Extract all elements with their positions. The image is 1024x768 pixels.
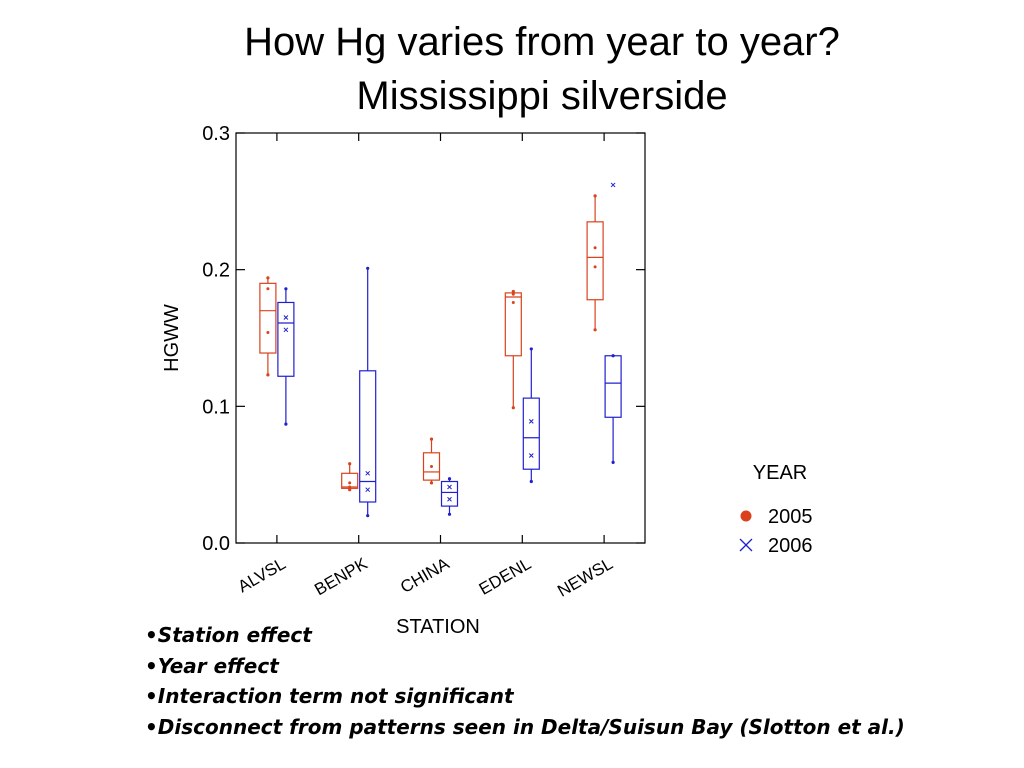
whisker-cap <box>348 462 352 466</box>
data-point <box>593 265 597 269</box>
legend-marker-dot <box>740 510 752 522</box>
box-2005 <box>422 437 441 485</box>
whisker-cap <box>266 276 270 280</box>
data-point <box>430 464 433 468</box>
slide-title-line1: How Hg varies from year to year? <box>244 20 840 64</box>
bullet-item: •Interaction term not significant <box>145 684 514 708</box>
box-iqr <box>277 301 295 377</box>
legend-title: YEAR <box>753 462 807 484</box>
data-point <box>528 419 534 424</box>
data-point <box>511 300 515 304</box>
whisker-cap <box>266 373 270 377</box>
data-point <box>266 331 270 335</box>
whisker-cap <box>284 422 288 426</box>
box-iqr <box>604 355 622 418</box>
whisker-cap <box>593 194 597 198</box>
bullet-item: •Year effect <box>145 653 279 678</box>
whisker-cap <box>511 289 515 294</box>
legend-label: 2005 <box>768 506 813 528</box>
box-iqr <box>586 221 604 301</box>
whisker-cap <box>611 460 615 464</box>
data-point <box>511 292 515 296</box>
box-iqr <box>359 370 377 503</box>
y-tick-label: 0.3 <box>202 123 230 145</box>
slide-title-line2: Mississippi silverside <box>356 74 728 118</box>
box-2006 <box>604 182 622 464</box>
box-2005 <box>504 289 522 410</box>
data-point <box>348 481 352 485</box>
box-series <box>259 182 622 518</box>
y-tick-label: 0.1 <box>202 396 230 418</box>
whisker-cap <box>284 287 288 291</box>
data-point <box>447 484 452 490</box>
data-point <box>348 485 352 489</box>
x-axis-label: STATION <box>396 616 480 638</box>
whisker-cap <box>447 477 452 481</box>
y-tick-label: 0.2 <box>202 260 230 282</box>
whisker-cap <box>366 266 370 270</box>
x-tick-label: EDENL <box>476 554 535 599</box>
box-iqr <box>422 452 441 481</box>
plot-frame <box>235 132 646 544</box>
box-iqr <box>522 397 540 470</box>
whisker-cap <box>447 512 452 516</box>
data-point <box>365 470 371 476</box>
box-2005 <box>341 462 359 492</box>
x-tick-label: BENPK <box>311 554 371 600</box>
x-tick-label: NEWSL <box>554 554 616 601</box>
data-point <box>266 287 270 291</box>
legend: YEAR 2005 2006 <box>739 462 813 557</box>
bullet-item: •Station effect <box>145 623 312 647</box>
x-tick-label: ALVSL <box>235 554 289 596</box>
box-2006 <box>359 266 377 518</box>
whisker-cap <box>429 437 434 441</box>
box-iqr <box>440 480 459 507</box>
y-axis-ticks: 0.0 0.1 0.2 0.3 <box>202 123 645 555</box>
y-tick-label: 0.0 <box>202 533 230 555</box>
whisker-cap <box>529 347 533 351</box>
whisker-cap <box>511 406 515 410</box>
data-point <box>283 315 289 320</box>
box-2006 <box>522 347 540 484</box>
bullet-list: •Station effect •Year effect •Interactio… <box>145 620 905 742</box>
box-2006 <box>440 477 459 516</box>
legend-label: 2006 <box>768 535 813 557</box>
whisker-cap <box>366 514 370 518</box>
box-2005 <box>259 276 277 377</box>
data-point <box>283 327 289 333</box>
box-iqr <box>259 282 277 354</box>
data-point <box>593 246 597 250</box>
bullet-item: •Disconnect from patterns seen in Delta/… <box>145 714 905 739</box>
whisker-cap <box>429 481 434 485</box>
box-2005 <box>586 194 604 332</box>
whisker-cap <box>611 354 615 358</box>
y-axis-label: HGWW <box>161 304 183 372</box>
whisker-cap <box>348 488 352 492</box>
box-2006 <box>277 287 295 426</box>
data-point <box>447 496 452 502</box>
data-point <box>528 453 534 458</box>
data-point <box>365 487 371 493</box>
whisker-cap <box>529 479 533 484</box>
data-point <box>610 182 616 188</box>
x-tick-label: CHINA <box>397 554 453 597</box>
legend-marker-x <box>739 538 753 552</box>
x-axis-ticks: ALVSL BENPK CHINA EDENL NEWSL <box>235 133 616 601</box>
whisker-cap <box>593 328 597 332</box>
